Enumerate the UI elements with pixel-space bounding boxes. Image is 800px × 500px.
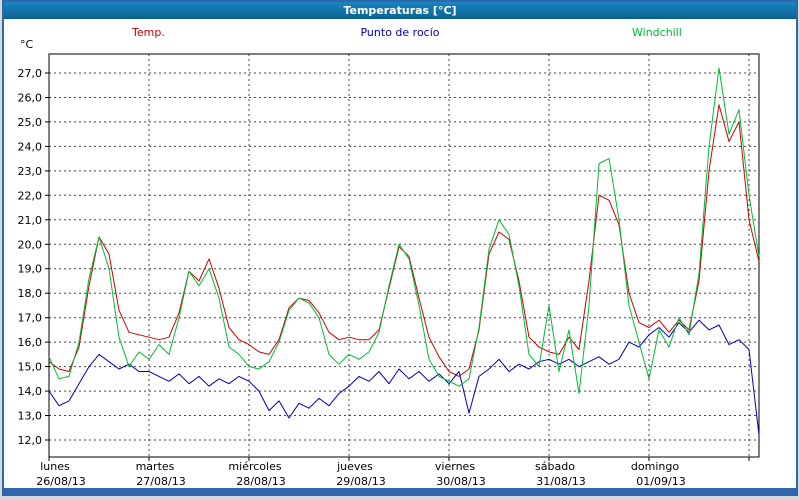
y-tick-label: 27,0 — [18, 67, 43, 80]
y-tick-label: 18,0 — [18, 287, 43, 300]
x-date-label: 29/08/13 — [336, 475, 385, 488]
y-tick-label: 12,0 — [18, 434, 43, 447]
legend-item-windchill: Windchill — [632, 26, 682, 39]
series-line-temp- — [48, 104, 760, 377]
y-tick-label: 24,0 — [18, 140, 43, 153]
x-date-label: 26/08/13 — [36, 475, 85, 488]
y-tick-label: 21,0 — [18, 214, 43, 227]
x-day-label: domingo — [631, 460, 679, 473]
y-tick-label: 13,0 — [18, 410, 43, 423]
y-tick-label: 14,0 — [18, 385, 43, 398]
y-tick-label: 26,0 — [18, 92, 43, 105]
x-date-label: 30/08/13 — [436, 475, 485, 488]
y-tick-label: 22,0 — [18, 189, 43, 202]
x-day-label: jueves — [336, 460, 373, 473]
y-tick-label: 25,0 — [18, 116, 43, 129]
y-tick-label: 19,0 — [18, 263, 43, 276]
x-date-label: 28/08/13 — [236, 475, 285, 488]
y-tick-label: 20,0 — [18, 238, 43, 251]
x-day-label: viernes — [435, 460, 475, 473]
window-titlebar[interactable]: Temperaturas [°C] — [4, 2, 796, 19]
y-axis-unit-label: °C — [20, 38, 34, 51]
window-title: Temperaturas [°C] — [343, 4, 457, 17]
x-day-label: sábado — [535, 460, 575, 473]
legend-item-dew-point: Punto de rocío — [360, 26, 440, 39]
y-tick-label: 17,0 — [18, 312, 43, 325]
x-day-label: lunes — [40, 460, 70, 473]
x-date-label: 27/08/13 — [136, 475, 185, 488]
x-date-label: 01/09/13 — [636, 475, 685, 488]
x-day-label: miércoles — [228, 460, 281, 473]
series-line-windchill — [48, 67, 760, 394]
x-day-label: martes — [136, 460, 175, 473]
y-tick-label: 23,0 — [18, 165, 43, 178]
chart-legend: Temp. Punto de rocío Windchill — [4, 26, 796, 40]
legend-item-temp: Temp. — [132, 26, 165, 39]
y-tick-label: 15,0 — [18, 361, 43, 374]
x-date-label: 31/08/13 — [536, 475, 585, 488]
plot-border — [48, 53, 760, 458]
y-tick-label: 16,0 — [18, 336, 43, 349]
bottom-frame-bar — [4, 488, 796, 494]
series-line-punto-de-roc-o — [48, 319, 760, 436]
chart-plot: 12,0 13,0 14,0 15,0 16,0 17,0 18,0 19,0 20,0 21,0… — [18, 53, 760, 488]
